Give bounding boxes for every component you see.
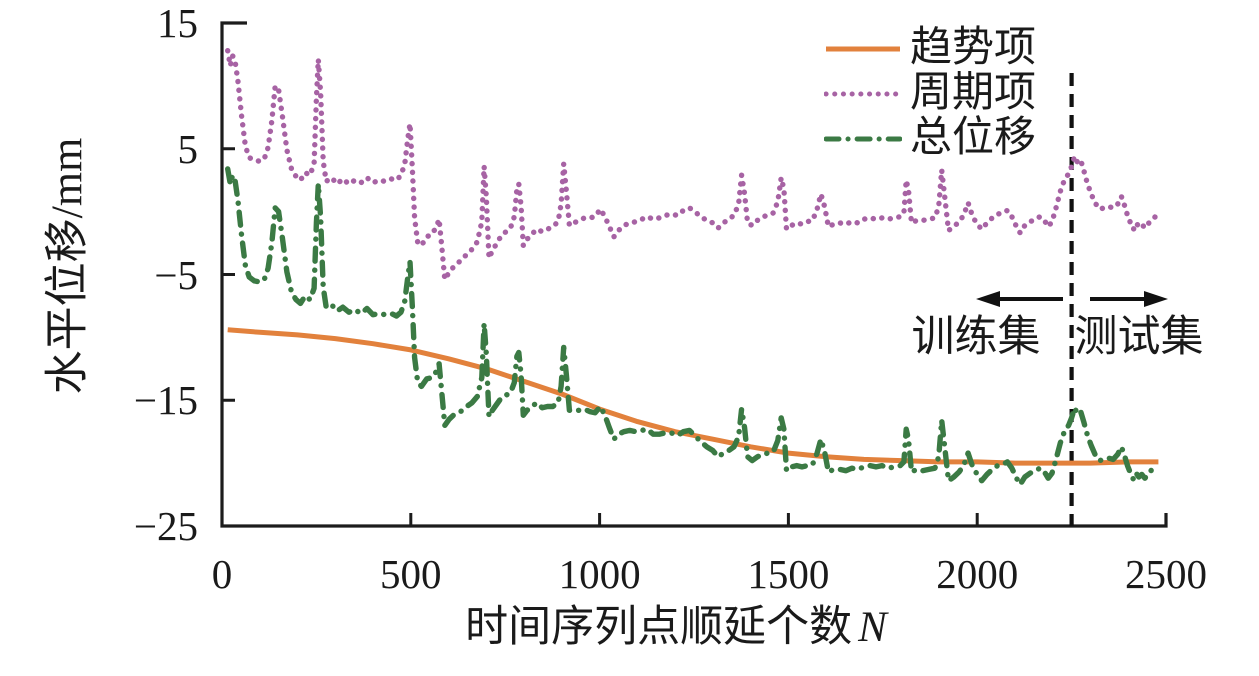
periodic-line-sample-icon — [824, 91, 902, 96]
x-tick-label: 2500 — [1125, 551, 1207, 597]
periodic-line — [225, 48, 1160, 283]
x-tick-label: 1500 — [747, 551, 830, 597]
legend-item-periodic: 周期项 — [824, 71, 1036, 116]
total-line — [225, 166, 1160, 488]
test-arrow — [1090, 291, 1168, 307]
x-tick-label: 1000 — [558, 551, 641, 597]
y-tick-label: −25 — [133, 503, 198, 549]
trend-line-sample-icon — [826, 46, 900, 51]
y-tick-label: −15 — [133, 377, 198, 424]
train-arrow — [976, 291, 1063, 307]
y-tick-label: 15 — [157, 0, 198, 46]
x-axis-title-text: 时间序列点顺延个数 — [465, 604, 853, 651]
legend-item-total: 总位移 — [824, 116, 1036, 161]
legend-label-total: 总位移 — [910, 115, 1037, 161]
y-tick-label: −5 — [154, 251, 198, 298]
test-set-label: 测试集 — [1074, 314, 1204, 361]
legend-item-trend: 趋势项 — [824, 26, 1036, 71]
legend: 趋势项 周期项 总位移 — [824, 26, 1036, 161]
x-tick-label: 500 — [380, 551, 442, 597]
y-tick-label: 5 — [177, 125, 199, 172]
legend-label-trend: 趋势项 — [910, 25, 1037, 71]
legend-label-periodic: 周期项 — [910, 70, 1037, 116]
x-axis-title: 时间序列点顺延个数 N — [222, 602, 1130, 654]
total-line-sample-icon — [824, 136, 902, 141]
x-tick-label: 2000 — [936, 551, 1019, 597]
x-axis-title-variable: N — [858, 604, 887, 651]
train-set-label: 训练集 — [911, 314, 1041, 361]
x-tick-label: 0 — [211, 551, 233, 597]
